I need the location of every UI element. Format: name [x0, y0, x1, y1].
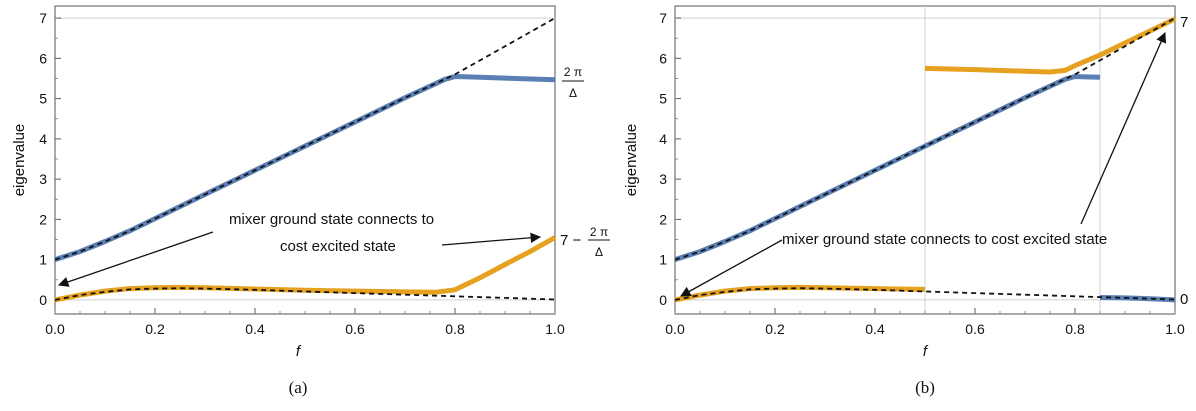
- panel-a-xtick-label-4: 0.8: [445, 321, 465, 337]
- panel-a-right-label-lower-num: 2 π: [590, 225, 608, 239]
- panel-b-ytick-label-4: 4: [659, 131, 667, 147]
- panel-b-ytick-label-0: 0: [659, 292, 667, 308]
- panel-a-right-label-lower: 7 − 2 π Δ: [560, 225, 610, 259]
- panel-a-arrow-right: [441, 232, 542, 246]
- panel-a-annotation-line1: mixer ground state connects to: [229, 211, 434, 228]
- panel-b-ytick-label-2: 2: [659, 211, 667, 227]
- panel-b-ytick-label-7: 7: [659, 10, 667, 26]
- panel-b-ytick-label-3: 3: [659, 171, 667, 187]
- panel-b-xtick-label-3: 0.6: [965, 321, 985, 337]
- panel-b-xtick-label-0: 0.0: [665, 321, 685, 337]
- panel-b-xtick-label-2: 0.4: [865, 321, 885, 337]
- panel-a-ytick-label-2: 2: [39, 211, 47, 227]
- panel-a-xlabel: f: [296, 343, 302, 360]
- panel-a-xtick-label-2: 0.4: [245, 321, 265, 337]
- panel-a-xtick-label-0: 0.0: [45, 321, 65, 337]
- panel-b-annotation: mixer ground state connects to cost exci…: [782, 231, 1107, 248]
- panel-a-ylabel: eigenvalue: [11, 124, 28, 197]
- panel-b-series-4-dashed: [674, 17, 1176, 261]
- panel-b-xtick-label-1: 0.2: [765, 321, 785, 337]
- panel-a-xtick-label-5: 1.0: [545, 321, 565, 337]
- panel-a-ytick-label-6: 6: [39, 50, 47, 66]
- panel-a-right-label-lower-prefix: 7 −: [560, 232, 582, 249]
- panel-a-ytick-label-3: 3: [39, 171, 47, 187]
- panel-a-right-label-upper-den: Δ: [569, 86, 577, 100]
- panel-a-ytick-label-5: 5: [39, 91, 47, 107]
- panel-b-ytick-label-5: 5: [659, 91, 667, 107]
- panel-b: 0.0 0.2 0.4 0.6 0.8 1.0 0 1 2 3 4 5 6 7 eigenvalue f…: [623, 5, 1188, 397]
- panel-a-ytick-label-7: 7: [39, 10, 47, 26]
- panel-b-xtick-label-5: 1.0: [1165, 321, 1185, 337]
- panel-b-ylabel: eigenvalue: [623, 124, 640, 197]
- panel-b-xlabel: f: [923, 343, 929, 360]
- panel-a-series-0-solid: [54, 74, 556, 262]
- panel-a-series-3-dashed: [54, 287, 556, 301]
- panel-a-arrow-left: [58, 231, 214, 287]
- panel-a-ytick-label-4: 4: [39, 131, 47, 147]
- panel-a-series-2-dashed: [54, 17, 556, 261]
- panel-b-ytick-label-1: 1: [659, 252, 667, 268]
- panel-b-right-label-upper: 7: [1180, 14, 1188, 31]
- panel-a-right-label-lower-den: Δ: [595, 245, 603, 259]
- panel-b-arrow-left: [680, 239, 783, 297]
- panel-b-series-3-solid: [924, 16, 1177, 75]
- panel-b-ytick-label-6: 6: [659, 50, 667, 66]
- panel-a-frame: [54, 5, 556, 315]
- panel-a-annotation-line2: cost excited state: [280, 238, 396, 255]
- panel-b-xtick-label-4: 0.8: [1065, 321, 1085, 337]
- panel-a-right-label-upper-num: 2 π: [564, 65, 582, 79]
- panel-a-right-label-upper: 2 π Δ: [562, 65, 584, 100]
- panel-a-ytick-label-1: 1: [39, 252, 47, 268]
- panel-b-label: (b): [915, 378, 935, 397]
- panel-b-series-5-dashed: [674, 287, 1176, 301]
- panel-a-xtick-label-3: 0.6: [345, 321, 365, 337]
- panel-a: 0.0 0.2 0.4 0.6 0.8 1.0 0 1 2 3 4 5 6 7 eigenvalue f…: [11, 5, 610, 397]
- panel-b-right-label-lower: 0: [1180, 291, 1188, 308]
- panel-a-label: (a): [289, 378, 308, 397]
- panel-a-xtick-label-1: 0.2: [145, 321, 165, 337]
- panel-b-arrow-right: [1080, 32, 1166, 225]
- panel-a-ytick-label-0: 0: [39, 292, 47, 308]
